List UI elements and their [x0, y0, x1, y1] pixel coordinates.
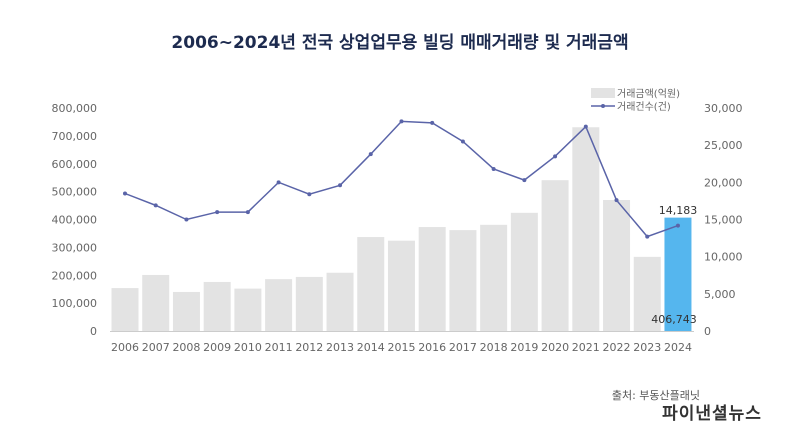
left-tick-label: 0 — [90, 325, 97, 338]
line-point-2017 — [460, 139, 465, 144]
right-tick-label: 25,000 — [704, 139, 743, 152]
x-tick-label: 2009 — [203, 341, 231, 354]
x-tick-label: 2016 — [418, 341, 446, 354]
bar-2024 — [664, 217, 692, 331]
line-point-2024 — [675, 223, 680, 228]
x-tick-label: 2018 — [480, 341, 508, 354]
line-point-2011 — [276, 180, 281, 185]
line-point-2019 — [522, 178, 527, 183]
line-point-2023 — [645, 234, 650, 239]
left-tick-label: 500,000 — [52, 186, 98, 199]
legend-label-line: 거래건수(건) — [617, 101, 671, 113]
line-point-2015 — [399, 119, 404, 124]
bar-2022 — [603, 199, 631, 331]
bar-2011 — [265, 279, 293, 331]
bar-2007 — [142, 274, 170, 331]
x-tick-label: 2011 — [265, 341, 293, 354]
x-tick-label: 2008 — [172, 341, 200, 354]
bar-2020 — [541, 180, 569, 331]
bar-2017 — [449, 230, 477, 331]
right-tick-label: 10,000 — [704, 251, 743, 264]
right-tick-label: 30,000 — [704, 102, 743, 115]
line-point-2007 — [153, 203, 158, 208]
x-tick-label: 2020 — [541, 341, 569, 354]
line-point-2020 — [553, 154, 558, 159]
x-tick-label: 2022 — [603, 341, 631, 354]
bar-2018 — [480, 224, 508, 331]
x-tick-label: 2007 — [142, 341, 170, 354]
bar-series — [110, 127, 694, 332]
line-point-2012 — [307, 192, 312, 197]
right-tick-label: 20,000 — [704, 176, 743, 189]
line-point-2014 — [368, 152, 373, 157]
x-tick-label: 2021 — [572, 341, 600, 354]
x-tick-label: 2024 — [664, 341, 692, 354]
data-label-line-2024: 14,183 — [659, 204, 698, 217]
line-point-2016 — [430, 120, 435, 125]
bar-2015 — [387, 240, 415, 331]
left-tick-label: 200,000 — [52, 269, 98, 282]
bar-2023 — [633, 256, 661, 331]
line-point-2022 — [614, 198, 619, 203]
left-tick-label: 700,000 — [52, 130, 98, 143]
line-point-2021 — [583, 124, 588, 129]
line-point-2006 — [123, 191, 127, 196]
left-tick-label: 100,000 — [52, 297, 98, 310]
bar-2009 — [203, 281, 231, 331]
x-axis: 2006 2007 2008 2009 2010 2011 2012 2013 2014 2015… — [111, 341, 692, 354]
bar-2012 — [295, 276, 323, 331]
source-note: 출처: 부동산플래닛 — [612, 389, 700, 402]
left-tick-label: 300,000 — [52, 241, 98, 254]
line-point-2018 — [491, 166, 496, 171]
watermark: 파이낸셜뉴스 — [662, 404, 762, 424]
left-tick-label: 800,000 — [52, 102, 98, 115]
legend-marker-line — [601, 104, 605, 108]
x-tick-label: 2017 — [449, 341, 477, 354]
legend-swatch-bar — [591, 88, 615, 98]
bar-2006 — [111, 288, 139, 331]
left-tick-label: 600,000 — [52, 158, 98, 171]
data-label-bar-2024: 406,743 — [651, 313, 697, 326]
bar-2016 — [418, 227, 446, 331]
bar-2021 — [572, 127, 600, 331]
bar-2014 — [357, 237, 385, 331]
x-tick-label: 2023 — [633, 341, 661, 354]
right-axis: 0 5,000 10,000 15,000 20,000 25,000 30,000 — [704, 102, 743, 338]
line-point-2013 — [338, 183, 343, 188]
left-tick-label: 400,000 — [52, 214, 98, 227]
chart-title: 2006~2024년 전국 상업업무용 빌딩 매매거래량 및 거래금액 — [171, 33, 628, 53]
right-tick-label: 15,000 — [704, 214, 743, 227]
x-tick-label: 2014 — [357, 341, 385, 354]
x-tick-label: 2006 — [111, 341, 139, 354]
x-tick-label: 2010 — [234, 341, 262, 354]
bar-2008 — [172, 291, 200, 331]
legend-label-bar: 거래금액(억원) — [617, 88, 680, 100]
legend: 거래금액(억원) 거래건수(건) — [591, 88, 680, 113]
x-tick-label: 2015 — [387, 341, 415, 354]
x-tick-label: 2019 — [510, 341, 538, 354]
right-tick-label: 0 — [704, 325, 711, 338]
line-series — [123, 119, 680, 239]
right-tick-label: 5,000 — [704, 288, 736, 301]
bar-2010 — [234, 288, 262, 331]
x-tick-label: 2013 — [326, 341, 354, 354]
left-axis: 0 100,000 200,000 300,000 400,000 500,000 600,… — [52, 102, 98, 338]
line-point-2008 — [184, 217, 189, 222]
line-point-2010 — [245, 210, 250, 215]
bar-2019 — [510, 212, 538, 331]
x-tick-label: 2012 — [295, 341, 323, 354]
bar-2013 — [326, 272, 354, 331]
line-point-2009 — [215, 210, 220, 215]
